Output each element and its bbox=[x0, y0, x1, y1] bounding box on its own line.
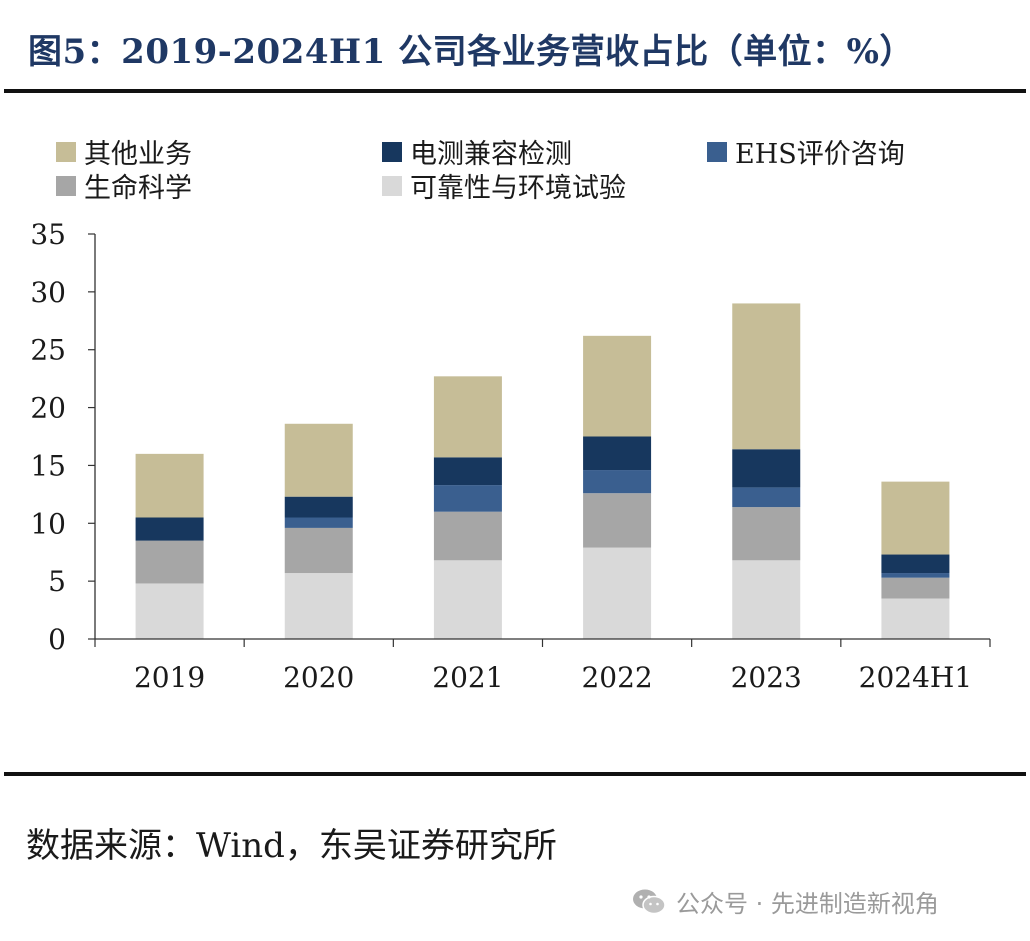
bar-segment bbox=[732, 303, 801, 450]
bar-segment bbox=[433, 376, 502, 458]
bar-segment bbox=[881, 573, 950, 578]
legend-swatch bbox=[707, 141, 727, 162]
top-divider bbox=[4, 89, 1026, 93]
bar-segment bbox=[732, 487, 801, 508]
legend-item-reliability: 可靠性与环境试验 bbox=[382, 166, 626, 205]
bar-segment bbox=[881, 481, 950, 555]
bar-segment bbox=[284, 573, 353, 639]
y-tick-label: 20 bbox=[30, 392, 66, 425]
bar-segment bbox=[583, 335, 652, 437]
bar-segment bbox=[135, 583, 204, 639]
legend-item-life-science: 生命科学 bbox=[56, 166, 192, 205]
bar-segment bbox=[433, 511, 502, 561]
bar-segment bbox=[433, 560, 502, 639]
legend-item-ehs: EHS评价咨询 bbox=[707, 132, 905, 171]
bar-segment bbox=[284, 527, 353, 574]
bar-segment bbox=[732, 449, 801, 488]
bar-segment bbox=[881, 577, 950, 599]
data-source: 数据来源：Wind，东吴证券研究所 bbox=[26, 826, 557, 866]
bottom-divider bbox=[4, 772, 1026, 776]
legend-swatch bbox=[382, 141, 402, 162]
bar-segment bbox=[135, 540, 204, 584]
bar-segment bbox=[433, 457, 502, 486]
x-tick-label: 2020 bbox=[283, 661, 354, 694]
legend-label: 生命科学 bbox=[84, 173, 192, 204]
y-tick-label: 15 bbox=[30, 449, 66, 482]
legend-label: 其他业务 bbox=[84, 139, 192, 170]
legend-item-other: 其他业务 bbox=[56, 132, 192, 171]
watermark-text: 公众号 · 先进制造新视角 bbox=[676, 890, 939, 918]
y-tick-label: 10 bbox=[30, 507, 66, 540]
bar-segment bbox=[284, 423, 353, 497]
axes: 2019 2020 2021 2022 2023 2024H1 0 5 10 15 20 25 30 35 bbox=[30, 218, 991, 694]
bar-segment bbox=[135, 453, 204, 518]
bar-segment bbox=[284, 496, 353, 518]
y-tick-label: 35 bbox=[30, 218, 66, 251]
bar-segment bbox=[583, 470, 652, 494]
legend-swatch bbox=[56, 141, 76, 162]
bar-segment bbox=[583, 436, 652, 471]
bar-segment bbox=[881, 598, 950, 639]
watermark: 公众号 · 先进制造新视角 bbox=[632, 884, 939, 919]
chart-title: 图5：2019-2024H1 公司各业务营收占比（单位：%） bbox=[28, 32, 914, 72]
bar-segment bbox=[433, 485, 502, 512]
bar-segment bbox=[583, 493, 652, 548]
legend-swatch bbox=[56, 175, 76, 196]
bar-segment bbox=[583, 547, 652, 639]
legend-label: 可靠性与环境试验 bbox=[410, 173, 626, 204]
chart-legend: 其他业务 电测兼容检测 EHS评价咨询 生命科学 可靠性与环境试验 bbox=[0, 0, 1030, 204]
y-tick-label: 25 bbox=[30, 334, 66, 367]
bar-segment bbox=[732, 507, 801, 561]
legend-item-emc: 电测兼容检测 bbox=[382, 132, 572, 171]
stacked-bar-chart: 2019 2020 2021 2022 2023 2024H1 0 5 10 15 20 25 30 35 bbox=[30, 218, 991, 694]
bar-segment bbox=[881, 554, 950, 574]
legend-label: 电测兼容检测 bbox=[410, 139, 572, 170]
legend-label: EHS评价咨询 bbox=[735, 139, 905, 170]
x-tick-label: 2022 bbox=[581, 661, 652, 694]
x-tick-label: 2019 bbox=[134, 661, 205, 694]
bar-group bbox=[135, 303, 950, 639]
legend-swatch bbox=[382, 175, 402, 196]
y-tick-label: 5 bbox=[48, 565, 66, 598]
bar-segment bbox=[732, 560, 801, 639]
wechat-icon bbox=[633, 889, 666, 914]
bar-segment bbox=[135, 517, 204, 541]
y-tick-label: 0 bbox=[48, 623, 66, 656]
y-tick-label: 30 bbox=[30, 276, 66, 309]
bar-segment bbox=[284, 517, 353, 528]
x-tick-label: 2023 bbox=[731, 661, 802, 694]
x-tick-label: 2021 bbox=[432, 661, 503, 694]
x-tick-label: 2024H1 bbox=[859, 661, 973, 694]
